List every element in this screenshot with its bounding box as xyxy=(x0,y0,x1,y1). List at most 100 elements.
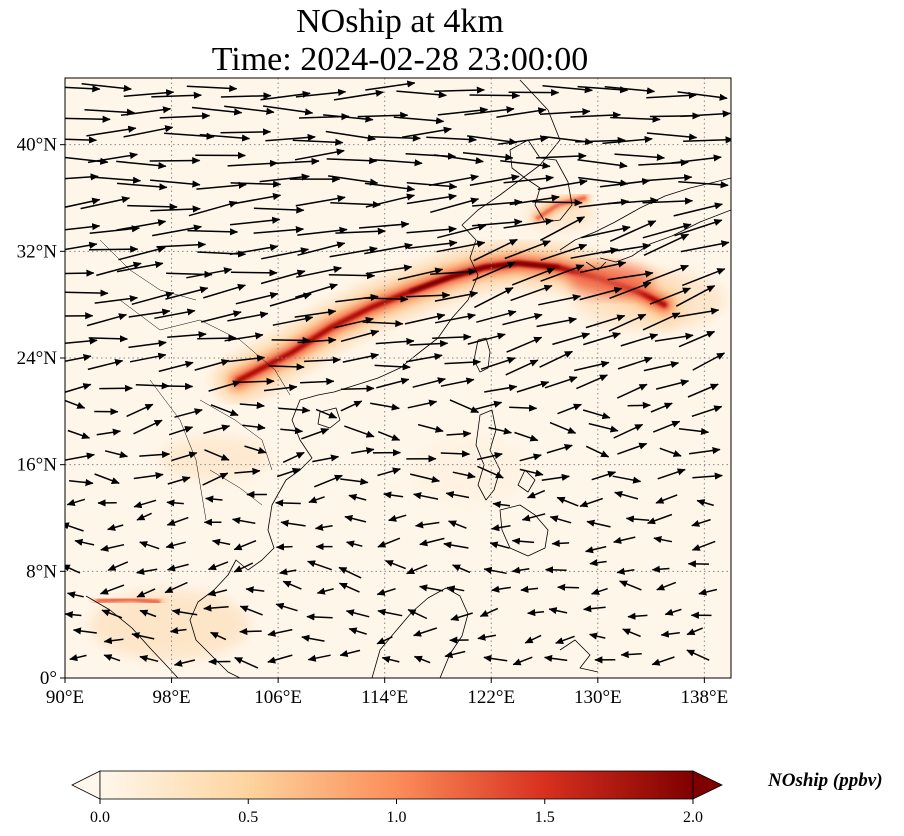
wind-arrow xyxy=(171,451,198,462)
wind-arrow xyxy=(239,605,263,616)
wind-arrow xyxy=(65,354,92,363)
wind-arrow xyxy=(326,157,378,165)
wind-arrow xyxy=(397,267,444,281)
wind-arrow xyxy=(116,219,167,231)
wind-arrow xyxy=(539,350,573,368)
wind-arrow xyxy=(477,633,497,641)
wind-arrow xyxy=(511,537,535,545)
wind-arrow xyxy=(128,308,171,318)
wind-arrow xyxy=(516,380,550,393)
wind-arrow xyxy=(107,523,124,531)
wind-arrow xyxy=(107,561,129,571)
wind-arrow xyxy=(123,125,174,138)
wind-arrow xyxy=(230,180,282,188)
wind-arrow xyxy=(655,379,690,390)
wind-arrow xyxy=(646,132,698,141)
wind-arrow xyxy=(150,179,201,188)
wind-arrow xyxy=(265,133,316,142)
wind-arrow xyxy=(406,291,451,299)
wind-arrow xyxy=(120,106,172,117)
wind-arrow xyxy=(335,227,386,235)
wind-arrow xyxy=(292,138,344,146)
wind-arrow xyxy=(434,86,485,94)
wind-arrow xyxy=(444,650,466,659)
map-background xyxy=(65,78,731,678)
wind-arrow xyxy=(279,568,297,576)
wind-arrow xyxy=(65,115,111,123)
wind-arrow xyxy=(312,454,340,463)
wind-arrow xyxy=(579,260,627,274)
wind-arrow xyxy=(159,382,194,390)
wind-arrow xyxy=(340,329,380,343)
colorbar-extend-max xyxy=(692,770,723,800)
wind-arrow xyxy=(229,244,279,256)
wind-arrow xyxy=(340,384,375,393)
wind-arrow xyxy=(278,406,311,414)
gridlines xyxy=(65,78,731,678)
wind-arrow xyxy=(67,429,91,440)
wind-arrow xyxy=(280,519,306,527)
wind-arrow xyxy=(585,445,610,458)
wind-arrow xyxy=(260,269,306,285)
wind-arrow xyxy=(589,559,607,567)
wind-arrow xyxy=(370,402,400,411)
wind-arrow xyxy=(440,377,475,387)
wind-arrow xyxy=(591,470,617,481)
wind-arrow xyxy=(540,264,585,282)
wind-arrow xyxy=(410,473,440,483)
wind-arrow xyxy=(174,408,203,418)
wind-arrow xyxy=(443,541,469,549)
wind-arrow xyxy=(412,377,446,388)
wind-arrow xyxy=(375,337,415,346)
wind-arrow xyxy=(168,426,194,436)
wind-arrow xyxy=(220,92,272,100)
wind-arrow xyxy=(282,451,305,463)
wind-arrow xyxy=(524,634,542,644)
wind-arrow xyxy=(462,152,514,161)
wind-arrow xyxy=(413,492,439,500)
wind-arrow xyxy=(116,182,168,191)
wind-arrow xyxy=(127,203,178,211)
wind-arrow xyxy=(521,513,546,522)
wind-arrow xyxy=(627,401,651,409)
wind-arrow xyxy=(242,423,266,431)
wind-arrow xyxy=(235,291,279,305)
wind-arrow xyxy=(100,543,125,552)
wind-arrow xyxy=(297,226,348,236)
wind-arrow xyxy=(645,264,689,283)
wind-arrow xyxy=(244,445,267,454)
wind-arrow xyxy=(540,243,588,261)
wind-arrow xyxy=(194,359,230,371)
wind-arrow xyxy=(267,628,293,637)
wind-arrow xyxy=(396,90,447,99)
x-axis: 90°E 98°E 106°E 114°E 122°E 130°E 138°E xyxy=(46,678,728,708)
wind-arrow xyxy=(165,541,186,549)
x-tick-label: 122°E xyxy=(467,687,515,708)
wind-arrow xyxy=(329,246,378,258)
sumatra-coastline xyxy=(85,595,179,678)
wind-arrow xyxy=(647,513,673,525)
wind-arrow xyxy=(437,223,487,239)
wind-arrow xyxy=(351,447,375,455)
wind-arrow xyxy=(66,498,86,506)
wind-arrow xyxy=(166,499,184,507)
wind-arrow xyxy=(139,609,157,618)
wind-arrow xyxy=(208,380,242,392)
wind-arrow xyxy=(585,545,607,554)
wind-arrow xyxy=(677,91,728,101)
wind-arrow xyxy=(374,363,411,371)
wind-arrow xyxy=(263,384,298,392)
wind-arrow xyxy=(239,627,262,636)
wind-arrow xyxy=(81,82,132,92)
wind-arrow xyxy=(139,450,171,459)
wind-arrow xyxy=(323,114,374,123)
wind-arrow xyxy=(233,540,257,551)
wind-arrow xyxy=(557,403,582,415)
wind-arrow xyxy=(588,422,619,433)
wind-arrow xyxy=(268,363,305,371)
wind-arrow xyxy=(696,499,714,507)
wind-arrow xyxy=(65,383,92,393)
wind-arrow xyxy=(544,376,578,389)
wind-arrow xyxy=(234,467,261,476)
wind-arrow xyxy=(65,452,95,461)
